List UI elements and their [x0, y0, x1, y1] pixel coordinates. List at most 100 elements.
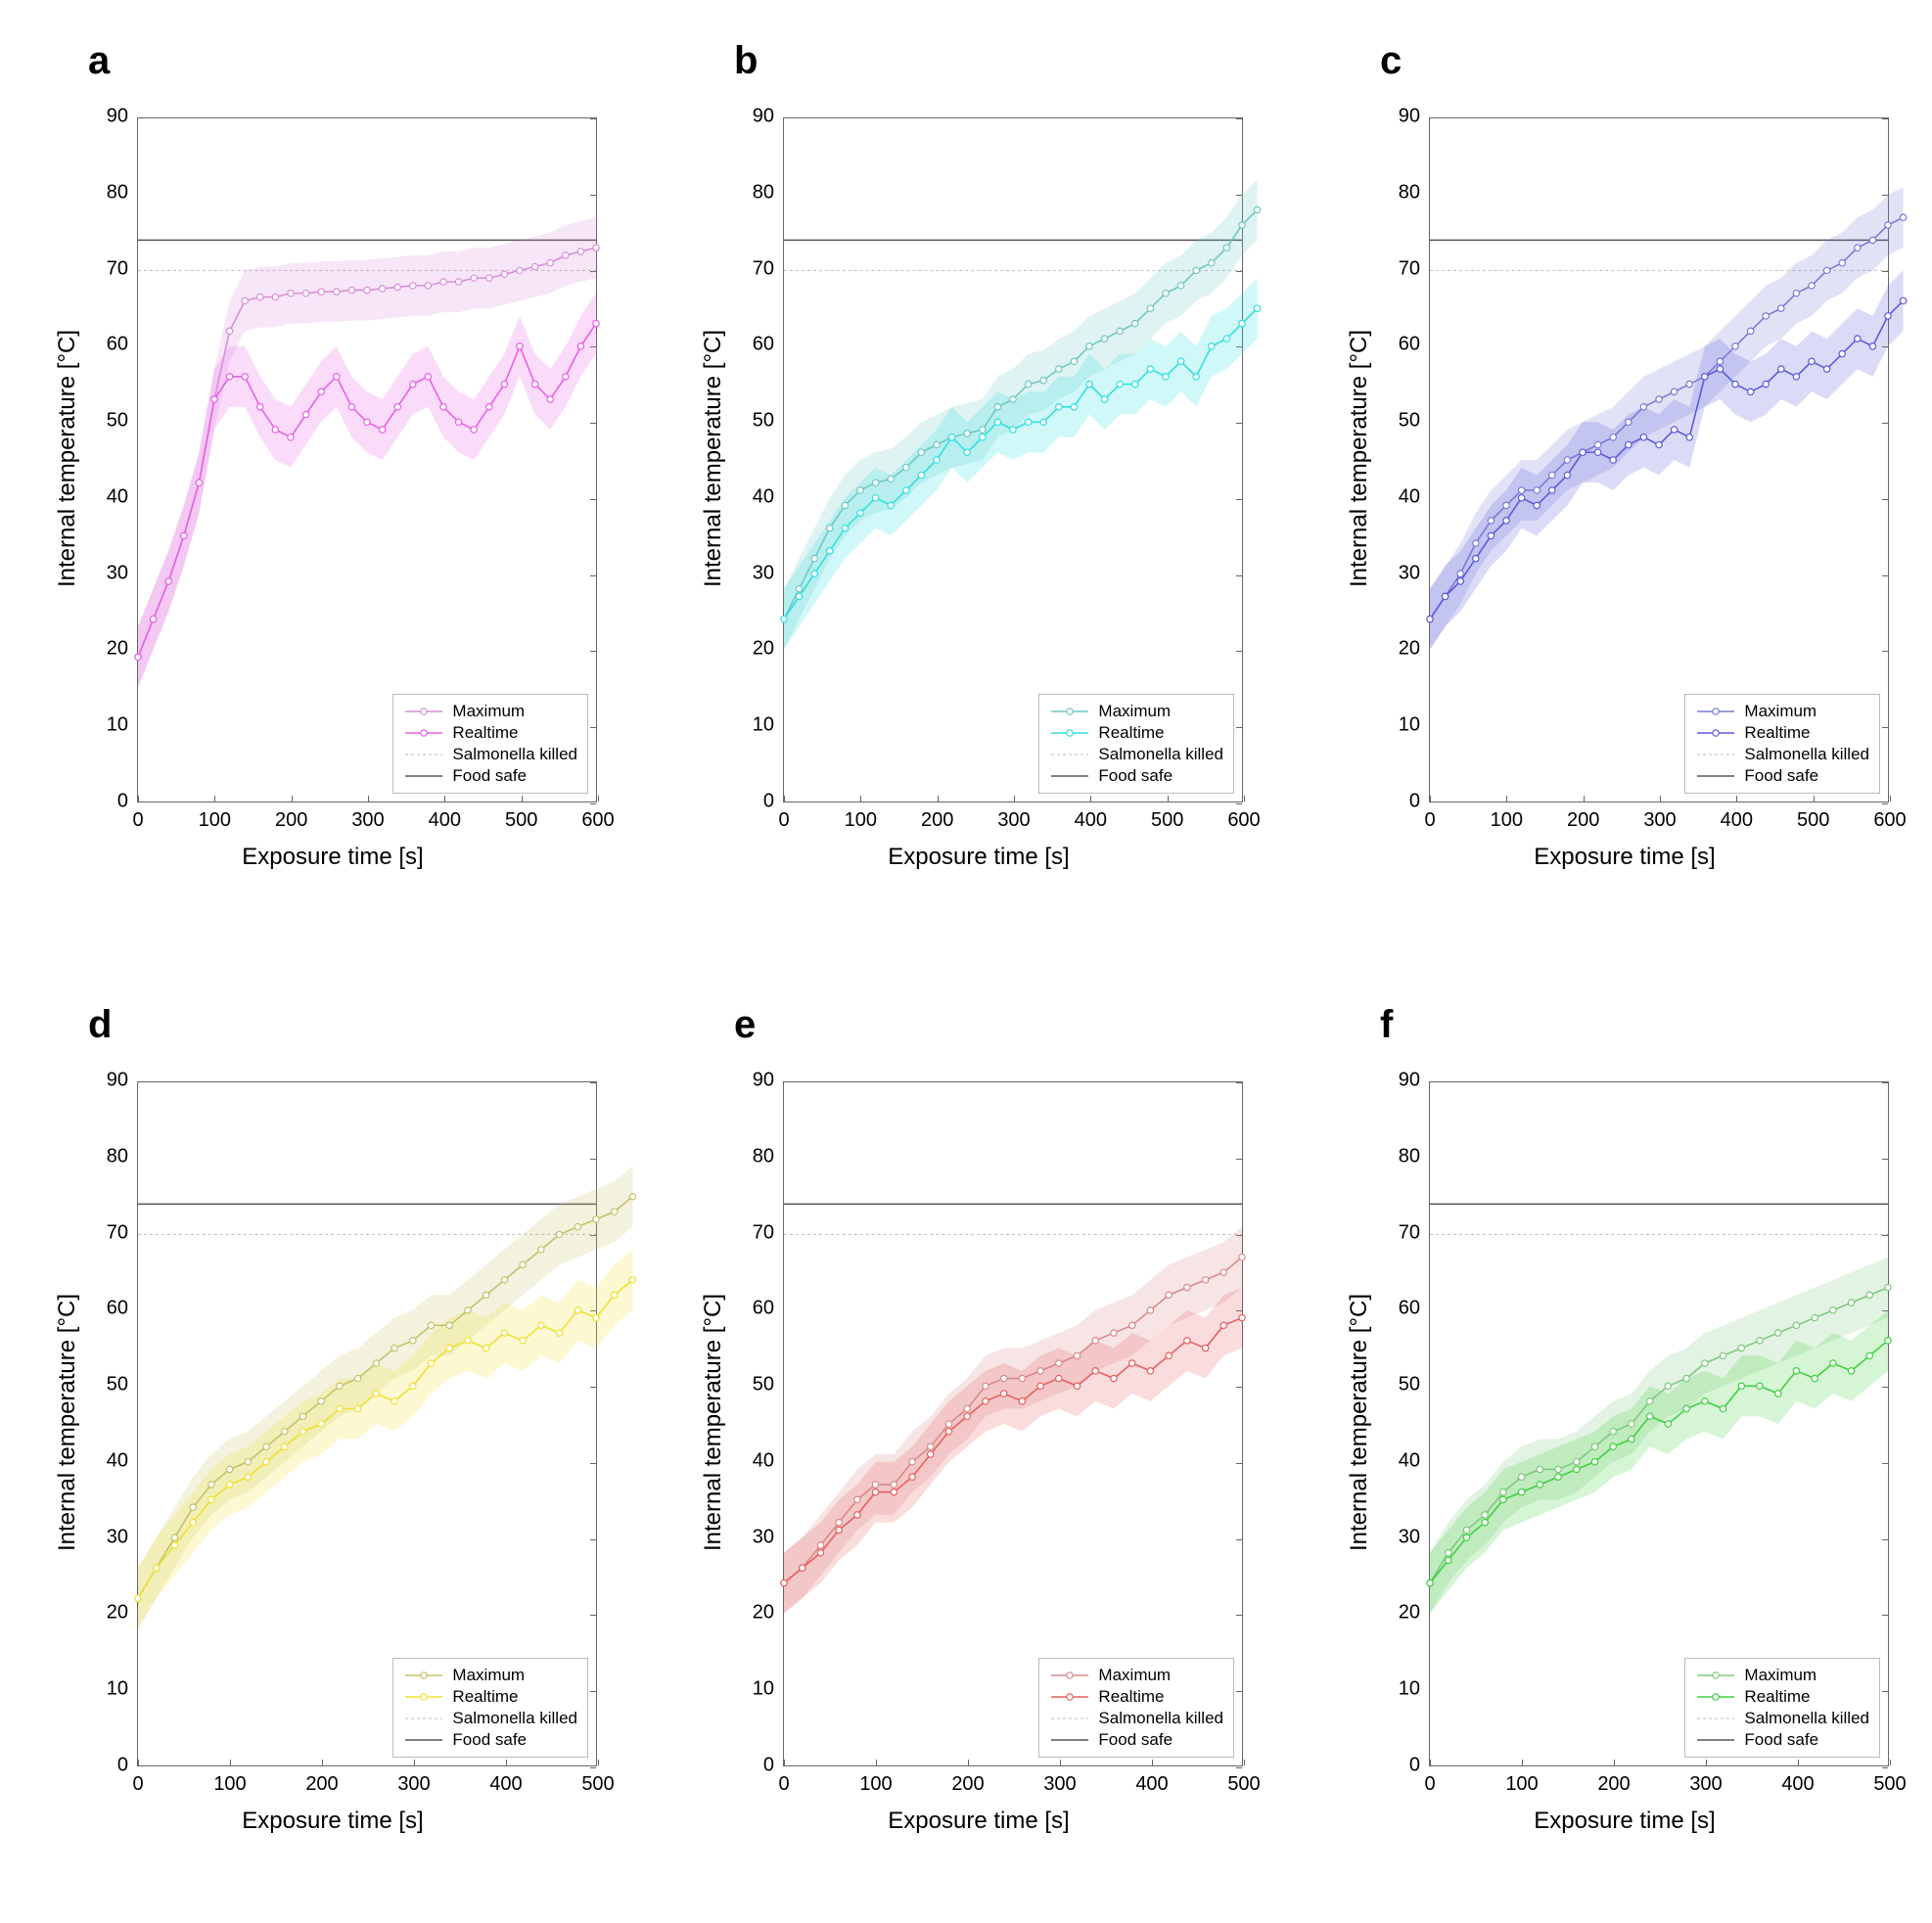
max-marker	[1518, 1474, 1524, 1480]
rt-marker	[1717, 366, 1723, 372]
xtick-label: 600	[1227, 801, 1260, 832]
xtick-label: 500	[1873, 1765, 1906, 1796]
xtick-label: 100	[199, 801, 231, 832]
rt-marker	[1092, 1368, 1098, 1374]
max-marker	[1646, 1398, 1652, 1404]
rt-marker	[150, 616, 156, 621]
max-marker	[394, 284, 400, 290]
xtick-label: 300	[1043, 1765, 1076, 1796]
max-marker	[410, 1338, 416, 1344]
legend-swatch	[1049, 722, 1090, 744]
legend-row: Maximum	[1695, 1665, 1869, 1686]
xtick-label: 500	[505, 801, 537, 832]
rt-marker	[1537, 1482, 1542, 1488]
rt-marker	[1686, 435, 1692, 440]
rt-marker	[891, 1489, 897, 1495]
max-marker	[575, 1223, 580, 1229]
legend-swatch	[1049, 744, 1090, 765]
rt-marker	[1534, 502, 1540, 508]
rt-marker	[299, 1429, 305, 1435]
rt-marker	[257, 404, 263, 410]
rt-marker	[288, 435, 294, 440]
rt-marker	[1457, 578, 1463, 584]
legend: MaximumRealtimeSalmonella killedFood saf…	[1038, 694, 1234, 794]
max-marker	[1757, 1338, 1763, 1344]
rt-marker	[593, 320, 599, 326]
max-marker	[226, 1466, 232, 1472]
plot-area: 01020304050607080900100200300400500Maxim…	[1429, 1081, 1889, 1766]
xtick-mark	[1244, 1760, 1245, 1765]
ytick-label: 0	[1381, 1755, 1430, 1777]
rt-marker	[379, 427, 385, 433]
xtick-label: 300	[351, 801, 384, 832]
legend-row: Food safe	[1695, 765, 1869, 787]
panel-label: a	[88, 39, 110, 83]
ytick-label: 70	[89, 257, 138, 280]
rt-marker	[1757, 1383, 1763, 1389]
max-marker	[1193, 267, 1199, 273]
plot-area: 01020304050607080900100200300400500600Ma…	[137, 117, 597, 802]
y-axis-label: Internal temperature [°C]	[54, 1294, 81, 1551]
max-marker	[1629, 1421, 1634, 1427]
ytick-label: 30	[735, 1526, 784, 1548]
rt-marker	[1147, 366, 1153, 372]
rt-marker	[888, 502, 894, 508]
max-marker	[547, 259, 553, 265]
rt-marker	[964, 449, 970, 455]
rt-marker	[1193, 374, 1199, 380]
rt-marker	[318, 1421, 324, 1427]
rt-marker	[1866, 1352, 1872, 1358]
rt-marker	[1010, 427, 1016, 433]
max-marker	[1830, 1307, 1836, 1313]
rt-marker	[842, 526, 848, 531]
rt-marker	[948, 435, 954, 440]
max-marker	[1117, 328, 1123, 334]
rt-marker	[934, 457, 940, 463]
max-marker	[1482, 1512, 1488, 1518]
rt-marker	[1671, 427, 1677, 433]
rt-marker	[1793, 1368, 1799, 1374]
legend-swatch	[403, 1729, 444, 1751]
ytick-label: 40	[735, 1449, 784, 1472]
rt-marker	[547, 396, 553, 402]
max-marker	[1537, 1466, 1542, 1472]
max-marker	[1855, 245, 1861, 251]
ytick-label: 20	[735, 638, 784, 661]
rt-marker	[1056, 404, 1062, 410]
max-marker	[1074, 1352, 1080, 1358]
plot-area: 01020304050607080900100200300400500600Ma…	[783, 117, 1243, 802]
max-marker	[556, 1231, 562, 1237]
ytick-label: 60	[735, 334, 784, 356]
panel-label: d	[88, 1003, 112, 1047]
max-marker	[1610, 435, 1616, 440]
max-marker	[379, 286, 385, 292]
max-marker	[1626, 419, 1632, 425]
max-marker	[455, 279, 461, 285]
xtick-label: 0	[1424, 1765, 1435, 1796]
xtick-mark	[1244, 796, 1245, 801]
max-marker	[483, 1292, 488, 1298]
plot-area: 01020304050607080900100200300400500600Ma…	[1429, 117, 1889, 802]
rt-marker	[1040, 419, 1046, 425]
max-marker	[983, 1383, 989, 1389]
rt-marker	[1702, 374, 1708, 380]
rt-marker	[872, 495, 878, 501]
legend-swatch	[1695, 1665, 1736, 1686]
max-marker	[1778, 305, 1784, 311]
xtick-mark	[1890, 1760, 1891, 1765]
legend-swatch	[403, 765, 444, 787]
rt-marker	[354, 1405, 360, 1411]
legend-swatch	[403, 701, 444, 722]
max-marker	[1056, 366, 1062, 372]
xtick-label: 100	[845, 801, 877, 832]
max-marker	[928, 1443, 934, 1449]
ytick-label: 80	[89, 1145, 138, 1168]
rt-marker	[196, 480, 202, 485]
rt-marker	[337, 1405, 343, 1411]
xtick-label: 400	[1135, 1765, 1168, 1796]
xtick-label: 400	[1721, 801, 1753, 832]
rt-marker	[1720, 1405, 1725, 1411]
rt-marker	[854, 1512, 860, 1518]
max-marker	[945, 1421, 951, 1427]
legend-row: Realtime	[1049, 722, 1223, 744]
